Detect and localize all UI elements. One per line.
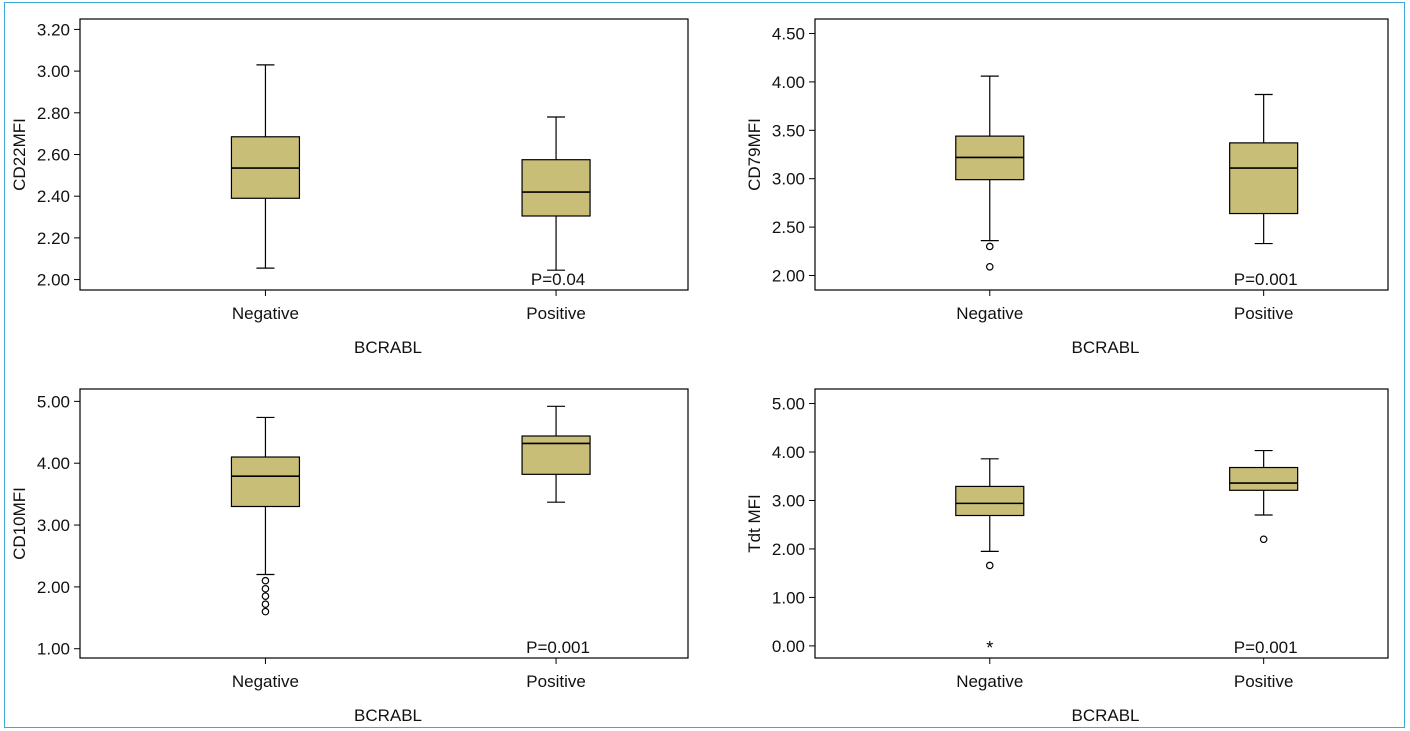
- y-tick-label-3-4: 5.00: [37, 392, 70, 411]
- plot-area-4: [814, 388, 1389, 659]
- box-3-1-outlier-2: [261, 592, 270, 600]
- y-tick-label-2-0: 2.00: [772, 266, 805, 285]
- y-tick-label-2-4: 4.00: [772, 73, 805, 92]
- box-1-2-iqr-box: [521, 159, 591, 217]
- box-4-2-iqr-box: [1229, 466, 1299, 491]
- box-3-1-iqr-box: [230, 456, 301, 508]
- x-category-label-2-0: Negative: [956, 304, 1023, 323]
- box-3-1-outlier-3: [261, 600, 270, 609]
- p-value-annotation-4: P=0.001: [1234, 638, 1298, 657]
- y-tick-label-3-0: 1.00: [37, 640, 70, 659]
- box-2-1-outlier-0: [985, 242, 994, 251]
- x-category-label-1-1: Positive: [526, 304, 586, 323]
- y-tick-label-3-1: 2.00: [37, 578, 70, 597]
- x-category-label-1-0: Negative: [232, 304, 299, 323]
- box-4-2-outlier-0: [1259, 535, 1268, 544]
- y-tick-label-1-5: 3.00: [37, 62, 70, 81]
- x-axis-title-1: BCRABL: [354, 338, 422, 357]
- box-3-1-outlier-0: [261, 576, 270, 585]
- y-tick-label-4-3: 3.00: [772, 491, 805, 510]
- x-category-label-4-1: Positive: [1234, 672, 1294, 691]
- y-tick-label-3-3: 4.00: [37, 454, 70, 473]
- y-tick-label-4-4: 4.00: [772, 443, 805, 462]
- box-3-2-iqr-box: [521, 435, 591, 475]
- y-tick-label-2-5: 4.50: [772, 25, 805, 44]
- plot-area-3: [79, 388, 689, 659]
- y-axis-title-4: Tdt MFI: [745, 494, 764, 553]
- y-tick-label-2-3: 3.50: [772, 121, 805, 140]
- y-tick-label-4-5: 5.00: [772, 395, 805, 414]
- box-2-1-outlier-1: [985, 262, 994, 271]
- box-3-1-outlier-1: [261, 584, 270, 593]
- y-tick-label-2-2: 3.00: [772, 170, 805, 189]
- y-axis-title-3: CD10MFI: [10, 487, 29, 560]
- x-category-label-3-0: Negative: [232, 672, 299, 691]
- box-4-1-iqr-box: [955, 485, 1025, 517]
- x-axis-title-2: BCRABL: [1071, 338, 1139, 357]
- x-axis-title-4: BCRABL: [1071, 706, 1139, 725]
- y-tick-label-1-1: 2.20: [37, 229, 70, 248]
- box-4-1-extreme-0: *: [986, 638, 993, 658]
- y-tick-label-1-4: 2.80: [37, 104, 70, 123]
- box-3-1-outlier-4: [261, 607, 270, 616]
- x-category-label-3-1: Positive: [526, 672, 586, 691]
- y-tick-label-1-6: 3.20: [37, 20, 70, 39]
- y-tick-label-1-3: 2.60: [37, 146, 70, 165]
- y-tick-label-4-1: 1.00: [772, 588, 805, 607]
- figure-frame: [4, 2, 1405, 728]
- y-axis-title-1: CD22MFI: [10, 118, 29, 191]
- y-axis-title-2: CD79MFI: [745, 118, 764, 191]
- box-4-1-outlier-0: [985, 561, 994, 570]
- y-tick-label-2-1: 2.50: [772, 218, 805, 237]
- x-axis-title-3: BCRABL: [354, 706, 422, 725]
- x-category-label-2-1: Positive: [1234, 304, 1294, 323]
- y-tick-label-3-2: 3.00: [37, 516, 70, 535]
- plot-area-2: [814, 18, 1389, 291]
- p-value-annotation-1: P=0.04: [531, 270, 585, 289]
- y-tick-label-4-2: 2.00: [772, 540, 805, 559]
- y-tick-label-4-0: 0.00: [772, 637, 805, 656]
- y-tick-label-1-2: 2.40: [37, 187, 70, 206]
- plot-area-1: [79, 18, 689, 291]
- box-2-2-iqr-box: [1229, 142, 1299, 215]
- y-tick-label-1-0: 2.00: [37, 271, 70, 290]
- p-value-annotation-3: P=0.001: [526, 638, 590, 657]
- p-value-annotation-2: P=0.001: [1234, 270, 1298, 289]
- x-category-label-4-0: Negative: [956, 672, 1023, 691]
